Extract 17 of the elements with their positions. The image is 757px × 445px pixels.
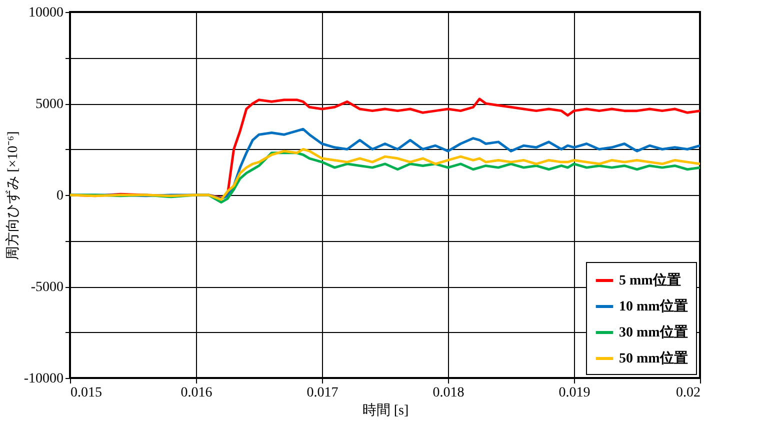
x-tick-label: 0.017	[306, 386, 338, 400]
y-tick-label: -5000	[30, 280, 64, 295]
legend-label: 50 mm位置	[619, 350, 688, 366]
y-axis-title: 周方向ひずみ [×10⁻⁶]	[4, 131, 21, 260]
x-axis-title: 時間 [s]	[362, 402, 409, 418]
y-tick-label: -10000	[24, 372, 64, 386]
legend-label: 5 mm位置	[619, 272, 681, 288]
legend-label: 30 mm位置	[619, 324, 688, 340]
x-tick-label: 0.015	[70, 386, 102, 400]
legend-label: 10 mm位置	[619, 298, 688, 314]
x-tick-label: 0.016	[180, 386, 212, 400]
x-tick-label: 0.019	[558, 386, 590, 400]
x-tick-label: 0.018	[432, 386, 464, 400]
y-tick-label: 0	[56, 188, 64, 204]
y-tick-label: 10000	[28, 6, 64, 20]
y-tick-label: 5000	[36, 97, 64, 112]
x-tick-label: 0.02	[676, 386, 700, 400]
